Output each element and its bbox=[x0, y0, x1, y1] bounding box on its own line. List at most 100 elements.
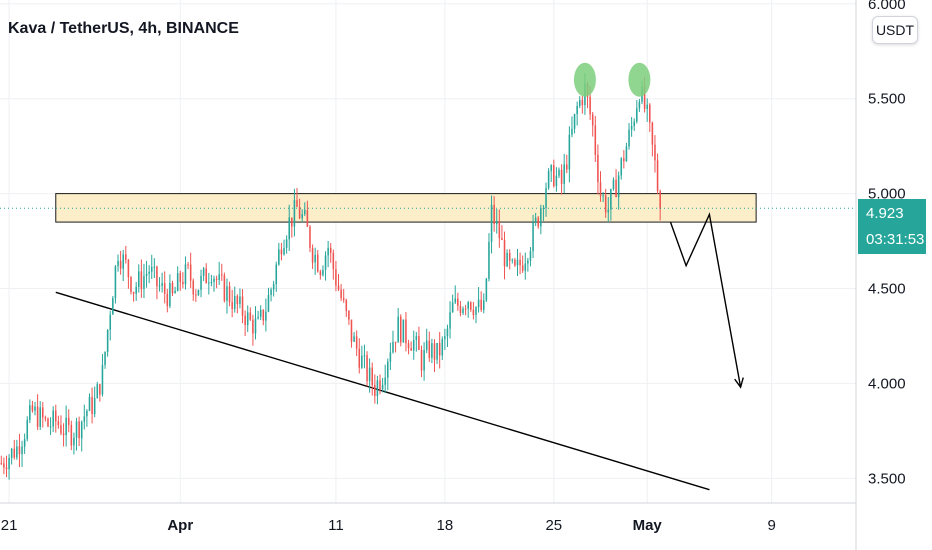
candle-body bbox=[550, 165, 552, 172]
candle-body bbox=[163, 283, 166, 294]
candle-body bbox=[438, 342, 441, 356]
candle-body bbox=[161, 283, 163, 286]
projection-arrowhead bbox=[734, 377, 744, 389]
candle-body bbox=[109, 314, 112, 330]
candle-body bbox=[374, 385, 376, 396]
candle-body bbox=[599, 182, 602, 197]
candle-body bbox=[93, 398, 96, 415]
candle-body bbox=[581, 100, 584, 106]
currency-unit-button[interactable]: USDT bbox=[872, 16, 918, 44]
candle-body bbox=[514, 259, 516, 266]
candle-body bbox=[65, 417, 67, 436]
candle-body bbox=[656, 160, 659, 191]
candle-body bbox=[589, 96, 591, 115]
candle-body bbox=[23, 439, 26, 447]
candle-body bbox=[10, 448, 13, 458]
candle-body bbox=[428, 340, 431, 358]
candle-body bbox=[166, 293, 169, 307]
candle-body bbox=[265, 311, 267, 321]
candle-body bbox=[21, 446, 23, 455]
candle-body bbox=[433, 343, 436, 360]
candle-body bbox=[3, 463, 5, 468]
top-marker bbox=[573, 62, 596, 97]
candle-body bbox=[67, 417, 70, 425]
candle-body bbox=[306, 210, 309, 227]
candle-body bbox=[578, 100, 581, 107]
candle-body bbox=[205, 268, 207, 284]
candle-body bbox=[52, 410, 54, 427]
x-tick-label: 18 bbox=[437, 517, 454, 534]
candle-body bbox=[254, 318, 257, 334]
candle-body bbox=[457, 298, 459, 306]
candle-body bbox=[353, 336, 355, 342]
candle-body bbox=[454, 298, 457, 303]
candle-body bbox=[384, 377, 386, 385]
candle-body bbox=[420, 349, 423, 371]
candle-body bbox=[615, 179, 617, 197]
candle-body bbox=[192, 280, 195, 295]
candle-body bbox=[493, 204, 495, 225]
candle-body bbox=[101, 365, 104, 395]
candle-body bbox=[215, 278, 218, 280]
candle-body bbox=[524, 263, 527, 271]
x-tick-label: 9 bbox=[768, 517, 776, 534]
candle-body bbox=[654, 144, 656, 161]
candle-body bbox=[311, 247, 314, 263]
candle-body bbox=[472, 309, 475, 316]
y-tick-label: 6.000 bbox=[868, 0, 906, 13]
candle-body bbox=[620, 158, 623, 176]
candle-body bbox=[636, 108, 638, 122]
candle-body bbox=[150, 266, 153, 272]
candle-body bbox=[643, 86, 646, 109]
candle-body bbox=[70, 424, 73, 446]
candle-body bbox=[547, 171, 550, 188]
candle-body bbox=[270, 289, 272, 295]
candle-body bbox=[649, 104, 651, 123]
candle-body bbox=[327, 247, 329, 256]
candle-body bbox=[226, 286, 228, 301]
candle-body bbox=[348, 310, 350, 320]
candle-body bbox=[291, 217, 293, 227]
candle-body bbox=[405, 319, 407, 344]
candle-body bbox=[617, 175, 620, 197]
candle-body bbox=[467, 302, 469, 309]
candle-body bbox=[482, 300, 485, 310]
candle-body bbox=[29, 405, 31, 420]
candle-body bbox=[221, 274, 223, 276]
candle-body bbox=[628, 129, 630, 147]
candle-body bbox=[54, 410, 57, 422]
candle-body bbox=[418, 336, 420, 350]
candle-body bbox=[122, 254, 124, 269]
candle-body bbox=[335, 269, 337, 286]
candle-body bbox=[319, 271, 322, 276]
candle-body bbox=[412, 339, 415, 351]
candle-body bbox=[324, 255, 327, 270]
candle-body bbox=[267, 294, 270, 312]
candle-body bbox=[464, 308, 467, 310]
candle-body bbox=[451, 302, 454, 313]
candle-body bbox=[259, 309, 262, 317]
candle-body bbox=[88, 396, 91, 411]
candle-body bbox=[558, 169, 560, 176]
x-tick-label: Apr bbox=[167, 517, 193, 534]
candle-body bbox=[104, 351, 106, 366]
candle-body bbox=[304, 210, 306, 215]
candle-body bbox=[431, 343, 433, 358]
last-price: 4.923 bbox=[866, 205, 904, 222]
candle-body bbox=[389, 352, 392, 362]
candle-body bbox=[571, 128, 573, 135]
candle-body bbox=[119, 260, 122, 269]
candle-body bbox=[345, 300, 348, 311]
candle-body bbox=[371, 367, 374, 386]
candle-body bbox=[39, 407, 41, 427]
candle-body bbox=[387, 361, 389, 378]
candle-body bbox=[257, 316, 259, 319]
candle-body bbox=[516, 259, 519, 266]
candle-body bbox=[488, 241, 490, 279]
candle-body bbox=[176, 273, 179, 291]
y-tick-label: 3.500 bbox=[868, 470, 906, 487]
candle-body bbox=[140, 271, 143, 290]
candle-body bbox=[568, 134, 571, 170]
candle-body bbox=[137, 271, 140, 287]
